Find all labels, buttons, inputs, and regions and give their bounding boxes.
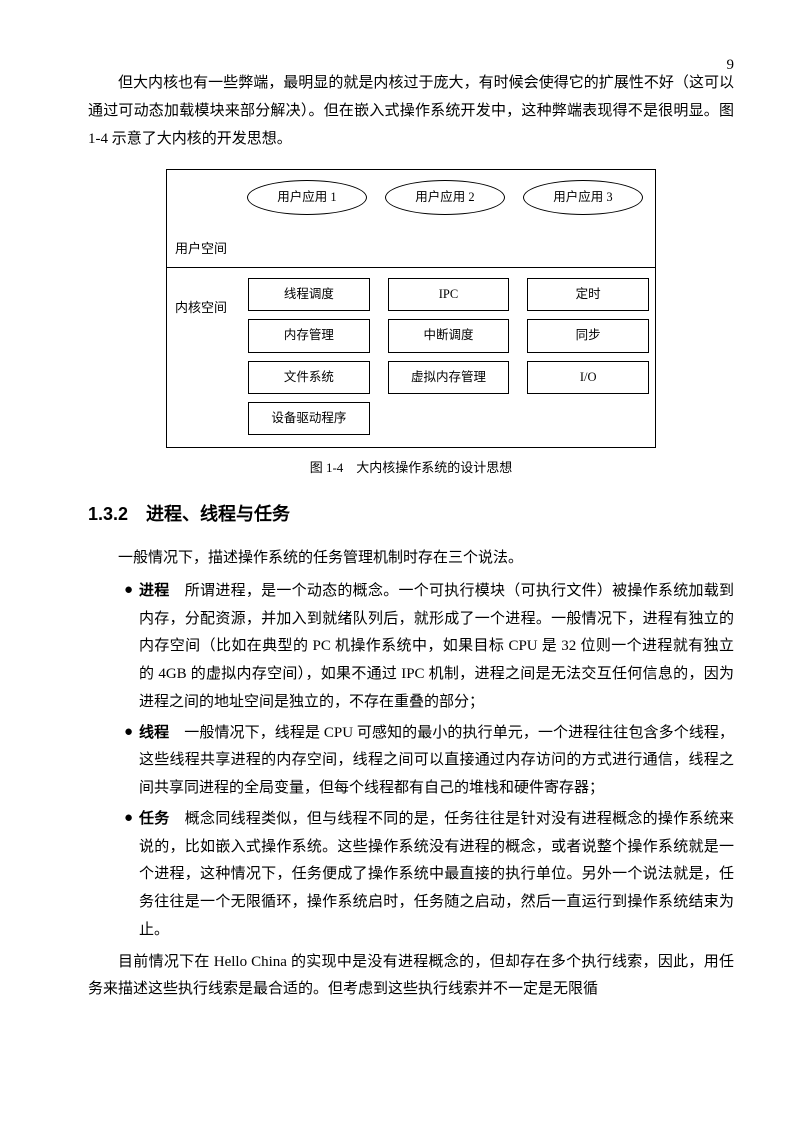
term-task: 任务 bbox=[139, 810, 170, 827]
diagram-box: 用户应用 1 用户应用 2 用户应用 3 用户空间 内核空间 线程调度 IPC … bbox=[166, 169, 656, 448]
app-oval-1: 用户应用 1 bbox=[247, 180, 367, 215]
kernel-box: 定时 bbox=[527, 278, 649, 311]
list-item: ● 进程 所谓进程，是一个动态的概念。一个可执行模块（可执行文件）被操作系统加载… bbox=[118, 577, 734, 717]
term-task-text: 概念同线程类似，但与线程不同的是，任务往往是针对没有进程概念的操作系统来说的，比… bbox=[139, 811, 734, 938]
kernel-box: 设备驱动程序 bbox=[248, 402, 370, 435]
page-number: 9 bbox=[727, 52, 735, 80]
kernel-box: 文件系统 bbox=[248, 361, 370, 394]
kernel-box: 线程调度 bbox=[248, 278, 370, 311]
bullet-icon: ● bbox=[118, 805, 139, 945]
app-oval-3: 用户应用 3 bbox=[523, 180, 643, 215]
kernel-box: 虚拟内存管理 bbox=[388, 361, 510, 394]
lead-sentence: 一般情况下，描述操作系统的任务管理机制时存在三个说法。 bbox=[88, 545, 734, 573]
user-space-label: 用户空间 bbox=[175, 237, 227, 261]
user-space-region: 用户应用 1 用户应用 2 用户应用 3 用户空间 bbox=[167, 170, 655, 268]
diagram-figure: 用户应用 1 用户应用 2 用户应用 3 用户空间 内核空间 线程调度 IPC … bbox=[166, 169, 656, 480]
term-thread: 线程 bbox=[139, 724, 169, 741]
kernel-space-region: 内核空间 线程调度 IPC 定时 内存管理 中断调度 同步 文件系统 虚拟内存管… bbox=[167, 268, 655, 447]
list-item-body: 线程 一般情况下，线程是 CPU 可感知的最小的执行单元，一个进程往往包含多个线… bbox=[139, 719, 734, 803]
kernel-box: 中断调度 bbox=[388, 319, 510, 352]
bullet-icon: ● bbox=[118, 719, 139, 803]
app-oval-2: 用户应用 2 bbox=[385, 180, 505, 215]
kernel-box: I/O bbox=[527, 361, 649, 394]
kernel-box: IPC bbox=[388, 278, 510, 311]
section-heading: 1.3.2 进程、线程与任务 bbox=[88, 498, 734, 531]
list-item-body: 任务 概念同线程类似，但与线程不同的是，任务往往是针对没有进程概念的操作系统来说… bbox=[139, 805, 734, 945]
kernel-space-label: 内核空间 bbox=[173, 278, 248, 435]
term-thread-text: 一般情况下，线程是 CPU 可感知的最小的执行单元，一个进程往往包含多个线程，这… bbox=[139, 725, 734, 797]
closing-paragraph: 目前情况下在 Hello China 的实现中是没有进程概念的，但却存在多个执行… bbox=[88, 949, 734, 1005]
figure-caption: 图 1-4 大内核操作系统的设计思想 bbox=[166, 456, 656, 480]
kernel-grid: 线程调度 IPC 定时 内存管理 中断调度 同步 文件系统 虚拟内存管理 I/O… bbox=[248, 278, 649, 435]
list-item: ● 任务 概念同线程类似，但与线程不同的是，任务往往是针对没有进程概念的操作系统… bbox=[118, 805, 734, 945]
kernel-box: 同步 bbox=[527, 319, 649, 352]
kernel-box: 内存管理 bbox=[248, 319, 370, 352]
intro-paragraph: 但大内核也有一些弊端，最明显的就是内核过于庞大，有时候会使得它的扩展性不好（这可… bbox=[88, 70, 734, 153]
term-process: 进程 bbox=[139, 582, 170, 599]
term-process-text: 所谓进程，是一个动态的概念。一个可执行模块（可执行文件）被操作系统加载到内存，分… bbox=[139, 583, 734, 710]
bullet-icon: ● bbox=[118, 577, 139, 717]
list-item-body: 进程 所谓进程，是一个动态的概念。一个可执行模块（可执行文件）被操作系统加载到内… bbox=[139, 577, 734, 717]
bullet-list: ● 进程 所谓进程，是一个动态的概念。一个可执行模块（可执行文件）被操作系统加载… bbox=[118, 577, 734, 945]
app-row: 用户应用 1 用户应用 2 用户应用 3 bbox=[247, 180, 643, 215]
list-item: ● 线程 一般情况下，线程是 CPU 可感知的最小的执行单元，一个进程往往包含多… bbox=[118, 719, 734, 803]
